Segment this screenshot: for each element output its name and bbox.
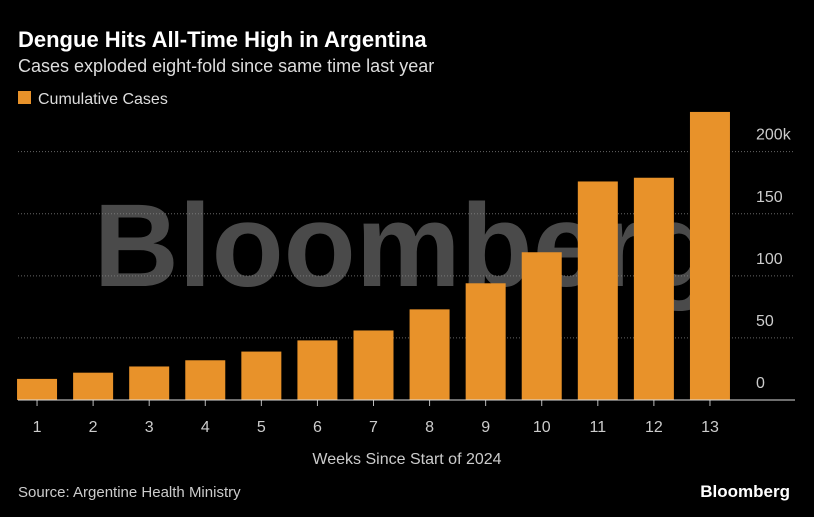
watermark: Bloomberg xyxy=(94,180,717,312)
bar xyxy=(633,177,674,400)
bar xyxy=(297,340,338,400)
x-tick-label: 9 xyxy=(481,419,490,436)
legend-label: Cumulative Cases xyxy=(38,91,168,108)
x-tick-label: 6 xyxy=(313,419,322,436)
x-tick-label: 2 xyxy=(89,419,98,436)
bar xyxy=(129,366,170,400)
legend-swatch xyxy=(18,91,31,104)
chart-subtitle: Cases exploded eight-fold since same tim… xyxy=(18,56,434,76)
bar xyxy=(521,252,562,400)
bar xyxy=(353,330,394,400)
bar xyxy=(577,181,618,400)
x-axis-label: Weeks Since Start of 2024 xyxy=(312,451,501,468)
y-tick-label: 50 xyxy=(756,313,774,330)
x-tick-label: 7 xyxy=(369,419,378,436)
x-tick-label: 3 xyxy=(145,419,154,436)
x-tick-label: 13 xyxy=(701,419,719,436)
bar xyxy=(73,372,114,400)
x-tick-label: 11 xyxy=(590,419,607,436)
chart-title: Dengue Hits All-Time High in Argentina xyxy=(18,27,427,52)
x-tick-label: 5 xyxy=(257,419,266,436)
x-tick-label: 8 xyxy=(425,419,434,436)
y-tick-label: 100 xyxy=(756,251,783,268)
y-tick-label: 200k xyxy=(756,127,792,144)
source: Source: Argentine Health Ministry xyxy=(18,484,241,501)
x-tick-label: 4 xyxy=(201,419,210,436)
x-tick-label: 12 xyxy=(645,419,663,436)
x-tick-label: 10 xyxy=(533,419,551,436)
bar xyxy=(465,283,506,400)
logo: Bloomberg xyxy=(700,482,790,501)
bar xyxy=(689,111,730,400)
bar xyxy=(409,309,450,400)
bar xyxy=(241,351,282,400)
bar xyxy=(17,378,58,400)
bar xyxy=(185,360,226,400)
y-tick-label: 0 xyxy=(756,375,765,392)
y-tick-label: 150 xyxy=(756,189,783,206)
x-tick-label: 1 xyxy=(33,419,42,436)
